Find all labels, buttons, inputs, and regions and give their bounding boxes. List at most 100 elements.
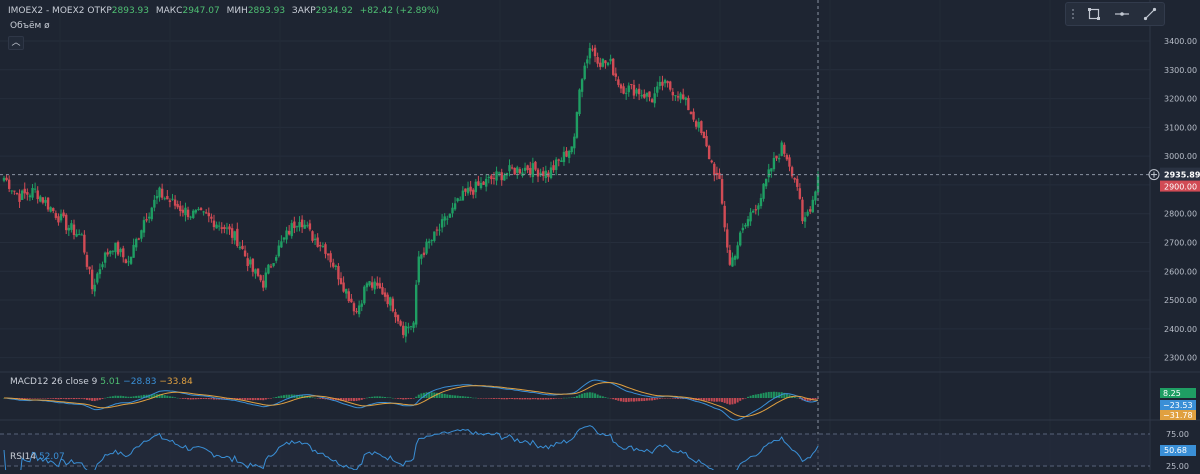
candle-body xyxy=(459,199,462,201)
candle-body xyxy=(225,227,229,229)
macd-hist-bar xyxy=(207,398,210,400)
candle-body xyxy=(259,275,262,281)
candle-body xyxy=(656,86,659,93)
macd-hist-bar xyxy=(542,398,545,400)
candle-body xyxy=(5,177,8,181)
drag-handle-icon[interactable] xyxy=(1070,5,1076,23)
volume-label[interactable]: Объём ø xyxy=(10,21,50,31)
candle-body xyxy=(427,241,431,244)
candle-body xyxy=(158,187,161,198)
candle-body xyxy=(101,264,104,268)
candle-body xyxy=(347,291,350,302)
candle-body xyxy=(41,197,45,203)
candle-body xyxy=(344,288,348,294)
candle-body xyxy=(764,178,768,187)
candle-body xyxy=(23,188,26,194)
candle-body xyxy=(757,205,760,210)
candle-body xyxy=(145,219,148,221)
macd-hist-bar xyxy=(638,398,641,402)
candle-body xyxy=(54,213,58,218)
macd-hist-bar xyxy=(62,398,65,399)
macd-hist-bar xyxy=(399,398,402,400)
ohlc-legend: IMOEX2 - MOEX2 ОТКР2893.93 МАКС2947.07 М… xyxy=(8,6,443,16)
candle-body xyxy=(194,210,198,213)
symbol-label: IMOEX2 - MOEX2 xyxy=(8,6,85,16)
macd-hist-bar xyxy=(581,393,584,398)
macd-signal-line xyxy=(4,381,818,418)
macd-hist-bar xyxy=(446,394,449,398)
rectangle-icon[interactable] xyxy=(1084,5,1104,23)
macd-hist-bar xyxy=(677,398,680,399)
candle-body xyxy=(241,245,244,250)
macd-hist-bar xyxy=(270,398,273,399)
macd-value: −28.83 xyxy=(123,377,157,387)
macd-histogram xyxy=(3,391,819,405)
candle-body xyxy=(135,239,138,248)
macd-hist-bar xyxy=(306,396,309,398)
macd-hist-bar xyxy=(549,398,552,400)
macd-hist-bar xyxy=(80,398,83,399)
horizontal-line-icon[interactable] xyxy=(1112,5,1132,23)
high-value: 2947.07 xyxy=(182,6,220,16)
macd-hist-bar xyxy=(715,398,718,402)
macd-hist-bar xyxy=(316,398,319,399)
collapse-legend-button[interactable]: ︿ xyxy=(8,36,24,50)
candle-body xyxy=(46,197,50,210)
candle-body xyxy=(575,112,579,138)
candle-body xyxy=(163,198,166,200)
candle-body xyxy=(661,81,664,86)
candle-body xyxy=(360,303,363,307)
macd-hist-bar xyxy=(505,398,508,400)
macd-hist-bar xyxy=(272,397,275,399)
macd-hist-bar xyxy=(482,398,485,399)
candle-body xyxy=(111,250,115,252)
macd-hist-bar xyxy=(653,398,656,401)
trend-line-icon[interactable] xyxy=(1140,5,1160,23)
macd-scale-badge xyxy=(1160,388,1196,398)
macd-hist-bar xyxy=(459,396,462,398)
candle-body xyxy=(62,212,65,217)
candle-body xyxy=(70,223,73,230)
candle-body xyxy=(599,62,602,67)
candle-body xyxy=(173,199,177,206)
macd-hist-bar xyxy=(358,398,361,401)
candle-body xyxy=(140,230,143,239)
macd-hist-bar xyxy=(109,396,112,398)
macd-hist-bar xyxy=(60,398,63,400)
macd-hist-bar xyxy=(54,398,57,400)
candle-body xyxy=(300,219,304,228)
candle-body xyxy=(109,250,112,254)
candle-body xyxy=(396,314,400,322)
candle-body xyxy=(186,209,190,218)
macd-hist-bar xyxy=(651,398,654,401)
candle-body xyxy=(420,254,423,259)
candle-body xyxy=(477,181,480,186)
candle-body xyxy=(39,196,42,202)
candle-body xyxy=(282,237,286,240)
macd-hist-bar xyxy=(246,398,249,401)
macd-hist-bar xyxy=(96,398,99,401)
candle-body xyxy=(562,151,566,163)
macd-hist-bar xyxy=(212,398,215,400)
macd-hist-bar xyxy=(244,398,247,400)
candle-body xyxy=(567,150,571,158)
candle-body xyxy=(726,229,729,248)
macd-hist-value: 5.01 xyxy=(100,377,121,387)
macd-hist-bar xyxy=(508,398,511,400)
y-tick-label: 2500.00 xyxy=(1164,296,1197,305)
macd-hist-bar xyxy=(490,398,493,399)
candle-body xyxy=(409,326,413,328)
candle-body xyxy=(513,167,516,175)
macd-hist-bar xyxy=(783,392,786,398)
y-tick-label: 3200.00 xyxy=(1164,95,1197,104)
macd-hist-bar xyxy=(67,398,70,400)
candle-body xyxy=(707,145,711,160)
candle-body xyxy=(80,234,83,236)
macd-hist-bar xyxy=(101,398,104,399)
macd-hist-bar xyxy=(39,398,42,399)
candle-body xyxy=(407,326,410,329)
macd-hist-bar xyxy=(664,398,667,399)
candle-body xyxy=(357,305,361,315)
